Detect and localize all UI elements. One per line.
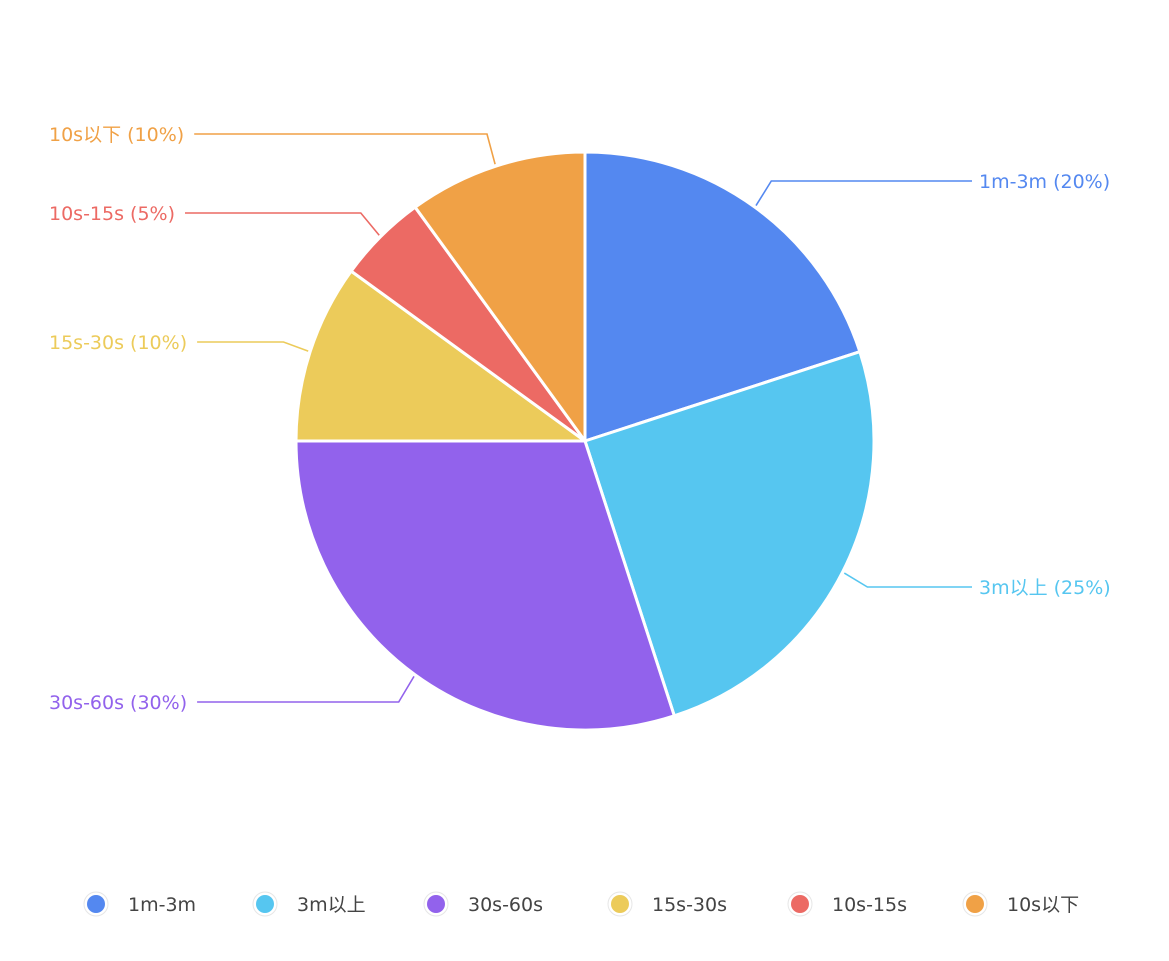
legend-item-1m-3m[interactable]: 1m-3m <box>83 891 196 917</box>
slice-label-10s-15s: 10s-15s (5%) <box>49 203 175 225</box>
leader-line-3m <box>843 572 972 588</box>
legend-marker-15s-30s <box>611 895 629 913</box>
legend-item-30s-60s[interactable]: 30s-60s <box>423 891 543 917</box>
slice-label-3m: 3m以上 (25%) <box>979 577 1111 599</box>
leader-line-30s-60s <box>197 675 415 703</box>
pie-slice-1m-3m[interactable] <box>583 150 862 443</box>
legend-label-10s: 10s以下 <box>1007 894 1079 916</box>
legend-item-10s-15s[interactable]: 10s-15s <box>787 891 907 917</box>
legend-label-1m-3m: 1m-3m <box>128 894 196 916</box>
legend-marker-10s <box>966 895 984 913</box>
pie-slice-10s[interactable] <box>413 150 587 443</box>
legend-marker-30s-60s <box>427 895 445 913</box>
leader-line-10s <box>194 133 496 165</box>
legend-marker-1m-3m <box>87 895 105 913</box>
legend-label-30s-60s: 30s-60s <box>468 894 543 916</box>
pie-slice-30s-60s[interactable] <box>294 439 676 732</box>
pie-slice-15s-30s[interactable] <box>294 269 587 443</box>
legend-marker-3m <box>256 895 274 913</box>
leader-line-15s-30s <box>197 341 309 352</box>
slice-label-10s: 10s以下 (10%) <box>49 124 184 146</box>
legend-item-3m[interactable]: 3m以上 <box>252 891 366 917</box>
slice-labels: 1m-3m (20%) 3m以上 (25%) 30s-60s (30%) 15s-30… <box>49 124 1111 714</box>
leader-line-1m-3m <box>755 180 972 207</box>
chart-legend: 1m-3m 3m以上 30s-60s 15s-30s 10s-15s 10s以下 <box>83 891 1079 917</box>
pie-slice-3m[interactable] <box>583 350 876 718</box>
legend-marker-10s-15s <box>791 895 809 913</box>
slice-leader-lines <box>185 133 972 703</box>
slice-label-1m-3m: 1m-3m (20%) <box>979 171 1110 193</box>
legend-item-10s[interactable]: 10s以下 <box>962 891 1079 917</box>
legend-label-15s-30s: 15s-30s <box>652 894 727 916</box>
legend-item-15s-30s[interactable]: 15s-30s <box>607 891 727 917</box>
pie-slices <box>294 150 876 732</box>
slice-label-15s-30s: 15s-30s (10%) <box>49 332 187 354</box>
slice-label-30s-60s: 30s-60s (30%) <box>49 692 187 714</box>
legend-label-10s-15s: 10s-15s <box>832 894 907 916</box>
leader-line-10s-15s <box>185 212 380 236</box>
legend-label-3m: 3m以上 <box>297 894 366 916</box>
